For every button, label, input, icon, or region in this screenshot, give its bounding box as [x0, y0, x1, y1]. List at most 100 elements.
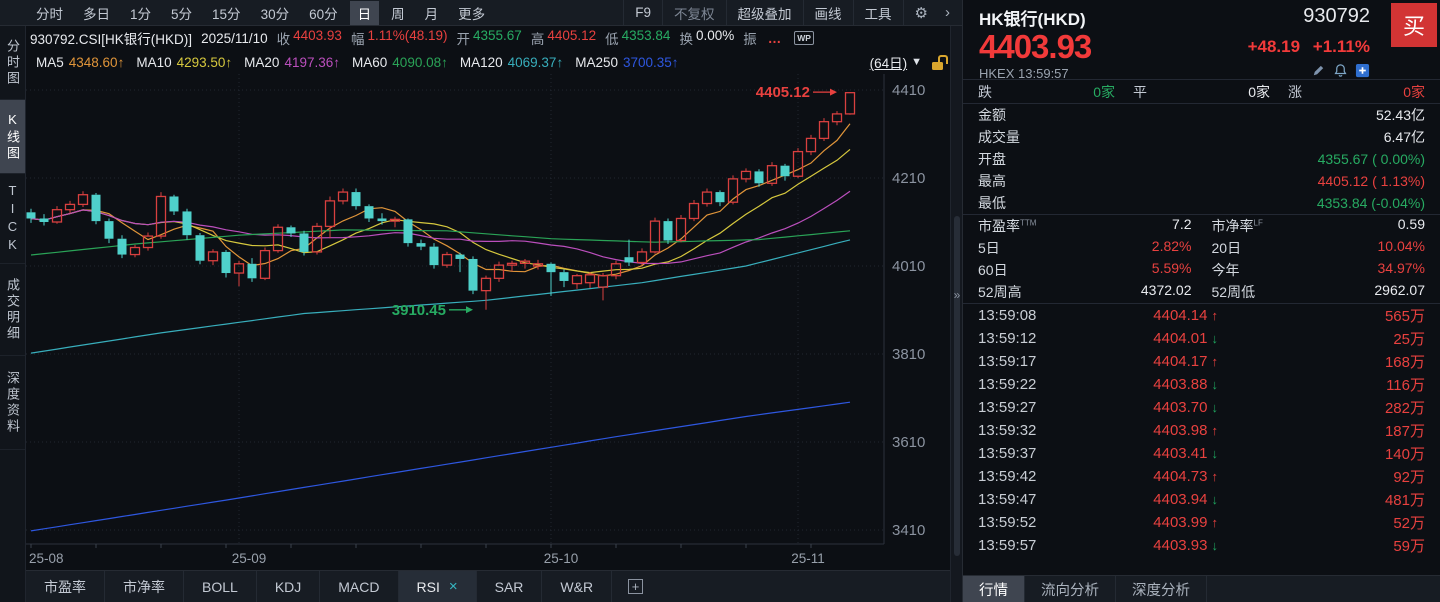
indicator-tab[interactable]: 市净率	[105, 571, 184, 602]
stat-pair-row: 5日 2.82% 20日 10.04%	[963, 237, 1440, 259]
quote-action-icons	[1311, 63, 1370, 78]
scrollbar-thumb[interactable]	[954, 216, 960, 556]
toolbar-button[interactable]: F9	[623, 0, 662, 25]
tick-volume: 481万	[1384, 492, 1425, 509]
more-indicator[interactable]: …	[767, 30, 783, 46]
stat-label-sup: TTM	[1020, 218, 1037, 228]
tick-time: 13:59:22	[978, 376, 1037, 393]
ma-legend-items: MA5 4348.60↑ MA10 4293.50↑ MA20 4197.36↑ MA60 4…	[30, 55, 679, 70]
lock-open-icon[interactable]	[932, 54, 948, 70]
period-tab[interactable]: 月	[424, 6, 439, 22]
toolbar-button[interactable]: 工具	[852, 0, 903, 25]
indicator-tab[interactable]: SAR	[477, 571, 543, 602]
quote-field: 幅 1.11%(48.19)	[351, 28, 448, 48]
sidebar-item[interactable]: 深度资料	[0, 356, 25, 450]
tick-row[interactable]: 13:59:37 4403.41 ↓ 140万	[963, 442, 1440, 465]
stat-label: 52周高	[978, 284, 1022, 300]
collapse-panel-icon[interactable]: »	[953, 288, 961, 302]
add-indicator-icon[interactable]: +	[628, 579, 644, 594]
breadth-label: 平	[1133, 83, 1147, 100]
tick-time: 13:59:27	[978, 399, 1037, 416]
stat-pair-cell: 市净率LF 0.59	[1212, 216, 1426, 236]
ma-value: 4069.37↑	[507, 54, 564, 70]
tick-row[interactable]: 13:59:42 4404.73 ↑ 92万	[963, 465, 1440, 488]
period-tab[interactable]: 5分	[171, 6, 193, 22]
tick-row[interactable]: 13:59:57 4403.93 ↓ 59万	[963, 534, 1440, 557]
stat-label-sup: LF	[1253, 218, 1263, 228]
period-tab[interactable]: 1分	[130, 6, 152, 22]
stat-pair-cell: 52周低 2962.07	[1212, 282, 1426, 302]
stat-label: 开盘	[978, 151, 1006, 167]
tick-row[interactable]: 13:59:32 4403.98 ↑ 187万	[963, 419, 1440, 442]
toolbar-button[interactable]: 画线	[802, 0, 853, 25]
period-tab[interactable]: 30分	[260, 6, 290, 22]
indicator-tab[interactable]: BOLL	[184, 571, 257, 602]
edit-pencil-icon[interactable]	[1311, 63, 1326, 78]
indicator-tab[interactable]: KDJ	[257, 571, 321, 602]
period-tab[interactable]: 多日	[83, 6, 110, 22]
tick-time: 13:59:42	[978, 468, 1037, 485]
sidebar-item[interactable]: 成交明细	[0, 264, 25, 356]
stat-value: 4405.12 ( 1.13%)	[1317, 173, 1425, 189]
alert-bell-icon[interactable]	[1333, 63, 1348, 78]
tick-row[interactable]: 13:59:47 4403.94 ↓ 481万	[963, 488, 1440, 511]
indicator-tab[interactable]: W&R	[542, 571, 613, 602]
tick-row[interactable]: 13:59:27 4403.70 ↓ 282万	[963, 396, 1440, 419]
period-tab[interactable]: 周	[391, 6, 405, 22]
wp-badge-icon[interactable]: WP	[794, 31, 814, 45]
tick-row[interactable]: 13:59:12 4404.01 ↓ 25万	[963, 327, 1440, 350]
sidebar-item[interactable]: K线图	[0, 100, 25, 174]
tick-row[interactable]: 13:59:17 4404.17 ↑ 168万	[963, 350, 1440, 373]
period-tab[interactable]: 分时	[36, 6, 63, 22]
toolbar-button[interactable]: 超级叠加	[725, 0, 803, 25]
quote-info-bar: 930792.CSI[HK银行(HKD)] 2025/11/10 收 4403.9…	[26, 26, 950, 50]
tick-volume: 282万	[1384, 400, 1425, 417]
quote-field: 高 4405.12	[531, 28, 596, 48]
quote-stats: 金额 52.43亿 成交量 6.47亿 开盘 4355.67 ( 0.00%) 最高 4405…	[963, 104, 1440, 214]
period-tab[interactable]: 60分	[309, 6, 338, 22]
tick-row[interactable]: 13:59:52 4403.99 ↑ 52万	[963, 511, 1440, 534]
quote-field-label: 幅	[350, 32, 365, 47]
stat-pair-row: 市盈率TTM 7.2 市净率LF 0.59	[963, 215, 1440, 237]
buy-button[interactable]: 买	[1391, 3, 1437, 47]
period-tabs: 分时 多日 1分 5分 15分 30分 60分日周 月 更多	[0, 0, 493, 25]
chart-section: 分时 多日 1分 5分 15分 30分 60分日周 月 更多 F9 不复权 超级叠加 画线 工具 ⚙ › 分…	[0, 0, 962, 602]
range-dropdown-arrow-icon[interactable]: ▼	[911, 56, 922, 68]
stat-label: 成交量	[978, 129, 1020, 145]
chevron-right-icon[interactable]: ›	[945, 4, 950, 21]
tick-row[interactable]: 13:59:08 4404.14 ↑ 565万	[963, 304, 1440, 327]
settings-gear-icon[interactable]: ⚙	[902, 0, 939, 25]
indicator-tab[interactable]: RSI ×	[398, 571, 477, 602]
ma-name: MA250	[575, 54, 618, 70]
toolbar-button[interactable]: 不复权	[662, 0, 726, 25]
sidebar-item[interactable]: 分时图	[0, 26, 25, 100]
period-tab[interactable]: 15分	[212, 6, 241, 22]
tick-time: 13:59:08	[978, 307, 1037, 324]
sidebar-item[interactable]: TICK	[0, 174, 25, 264]
panel-tab-bar: 行情 流向分析 深度分析	[963, 575, 1440, 602]
indicator-tab[interactable]: MACD	[320, 571, 399, 602]
panel-tab[interactable]: 深度分析	[1116, 576, 1207, 602]
ma-legend-item: MA20 4197.36↑	[238, 55, 340, 70]
change-percent: +1.11%	[1312, 37, 1370, 56]
rsi-close-icon[interactable]: ×	[448, 578, 458, 595]
tick-price: 4403.98 ↑	[1153, 422, 1218, 439]
stat-pair-cell: 今年 34.97%	[1212, 260, 1426, 280]
panel-tab[interactable]: 行情	[963, 576, 1025, 602]
range-label[interactable]: (64日)	[869, 56, 908, 71]
panel-tab[interactable]: 流向分析	[1025, 576, 1116, 602]
breadth-value: 0家	[1403, 83, 1425, 100]
tick-price: 4403.93 ↓	[1153, 537, 1218, 554]
indicator-tab[interactable]: 市盈率	[26, 571, 105, 602]
tick-row[interactable]: 13:59:22 4403.88 ↓ 116万	[963, 373, 1440, 396]
tick-time: 13:59:57	[978, 537, 1037, 554]
down-arrow-icon: ↓	[1211, 377, 1219, 392]
add-watchlist-icon[interactable]	[1355, 63, 1370, 78]
exchange-label: HKEX	[979, 66, 1015, 81]
period-tab[interactable]: 日	[349, 0, 380, 25]
stat-row: 最高 4405.12 ( 1.13%)	[963, 170, 1440, 192]
tick-volume: 168万	[1384, 354, 1425, 371]
stock-code: 930792	[1303, 5, 1370, 27]
period-tab[interactable]: 更多	[458, 6, 486, 22]
